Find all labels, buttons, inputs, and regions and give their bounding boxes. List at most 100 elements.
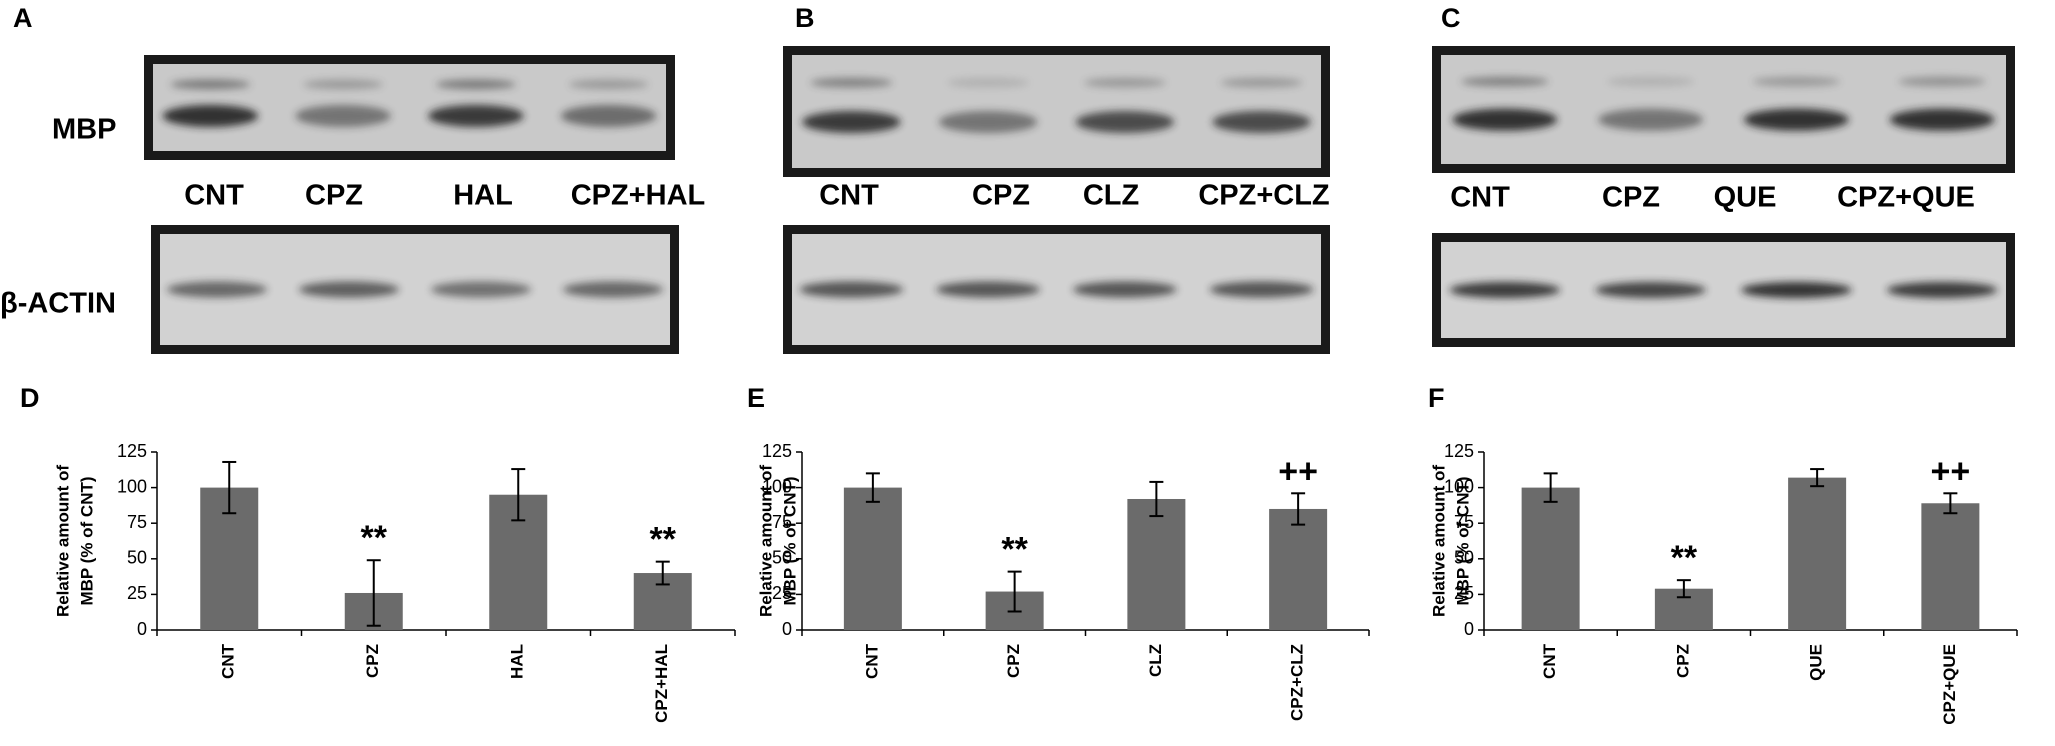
blot-band	[303, 79, 383, 90]
error-bar	[1810, 468, 1825, 488]
error-bar	[1007, 570, 1022, 613]
y-tick-label: 125	[1444, 441, 1474, 461]
blot-band	[1209, 281, 1314, 298]
bar	[1127, 498, 1186, 630]
significance-label: **	[1001, 531, 1028, 569]
y-tick-label: 125	[762, 441, 792, 461]
y-tick-label: 25	[127, 583, 147, 603]
y-axis-label: Relative amount of	[53, 465, 72, 617]
x-tick-label: HAL	[508, 644, 527, 679]
y-tick-label: 50	[772, 548, 792, 568]
row-label: MBP	[52, 114, 116, 146]
error-bar	[1676, 579, 1691, 599]
lane-label: CNT	[819, 180, 879, 212]
blot-band	[1752, 76, 1841, 87]
lane-label: CPZ	[1602, 182, 1660, 214]
blot-band	[1461, 76, 1549, 87]
x-tick-label: CPZ+HAL	[652, 644, 671, 723]
x-tick-label: CPZ	[1004, 644, 1023, 678]
blot-band	[1606, 76, 1695, 87]
blot-band	[568, 79, 649, 90]
blot-band	[560, 104, 657, 127]
x-tick-label: CPZ+CLZ	[1288, 644, 1307, 721]
lane-label: CPZ+HAL	[571, 180, 706, 212]
blot-band	[562, 281, 664, 298]
y-axis-label: MBP (% of CNT)	[77, 476, 96, 605]
y-axis-label: MBP (% of CNT)	[780, 476, 799, 605]
y-tick-label: 0	[1464, 619, 1474, 639]
blot-band	[1075, 110, 1175, 133]
bar	[1521, 487, 1580, 630]
panel-label: B	[795, 3, 815, 33]
y-tick-label: 0	[137, 619, 147, 639]
lane-label: QUE	[1714, 182, 1777, 214]
y-tick-label: 75	[772, 512, 792, 532]
significance-label: **	[361, 519, 388, 557]
y-axis-label: MBP (% of CNT)	[1453, 476, 1472, 605]
blot-band	[1083, 77, 1166, 88]
lane-label: CPZ+QUE	[1837, 182, 1975, 214]
bar	[1269, 508, 1328, 630]
bar	[843, 487, 902, 630]
blot-band	[1598, 108, 1704, 131]
blot-band	[166, 281, 268, 298]
blot-band	[938, 110, 1038, 133]
row-label: β-ACTIN	[0, 288, 116, 320]
y-tick-label: 0	[782, 619, 792, 639]
y-tick-label: 25	[1454, 583, 1474, 603]
lane-label: HAL	[453, 180, 513, 212]
blot-band	[802, 110, 901, 133]
significance-label: ++	[1931, 452, 1971, 490]
significance-label: ++	[1278, 452, 1318, 490]
panel-label: F	[1428, 383, 1445, 413]
x-tick-label: CNT	[1540, 643, 1559, 679]
x-tick-label: CLZ	[1146, 644, 1165, 677]
y-tick-label: 75	[1454, 512, 1474, 532]
error-bar	[366, 559, 381, 627]
lane-label: CPZ	[305, 180, 363, 212]
lane-label: CNT	[184, 180, 244, 212]
blot-band	[1743, 108, 1849, 131]
blot-band	[1898, 76, 1986, 87]
y-tick-label: 100	[1444, 476, 1474, 496]
y-tick-label: 100	[762, 476, 792, 496]
x-tick-label: CNT	[219, 643, 238, 679]
blot-band	[947, 77, 1030, 88]
significance-label: **	[1671, 539, 1698, 577]
panel-label: E	[747, 383, 765, 413]
blot-band	[162, 104, 259, 127]
lane-label: CNT	[1450, 182, 1510, 214]
error-bar	[511, 468, 526, 522]
blot-band	[936, 281, 1041, 298]
blot-band	[1740, 282, 1852, 298]
y-tick-label: 100	[117, 476, 147, 496]
blot-band	[810, 77, 893, 88]
y-tick-label: 75	[127, 512, 147, 532]
x-tick-label: CPZ	[1673, 644, 1692, 678]
significance-label: **	[650, 521, 677, 559]
blot-band	[1072, 281, 1177, 298]
blot-band	[298, 281, 400, 298]
y-tick-label: 50	[127, 548, 147, 568]
error-bar	[1543, 472, 1558, 503]
x-tick-label: CPZ	[363, 644, 382, 678]
error-bar	[222, 460, 237, 515]
error-bar	[1943, 492, 1958, 515]
blot-band	[1889, 108, 1995, 131]
error-bar	[1149, 480, 1164, 518]
y-tick-label: 25	[772, 583, 792, 603]
blot-band	[170, 79, 251, 90]
panel-label: C	[1441, 3, 1461, 33]
blot-membrane	[1441, 55, 2006, 164]
blot-membrane	[792, 55, 1321, 168]
blot-band	[430, 281, 532, 298]
x-tick-label: QUE	[1807, 644, 1826, 681]
y-tick-label: 125	[117, 441, 147, 461]
error-bar	[655, 560, 670, 586]
blot-band	[799, 281, 904, 298]
error-bar	[865, 472, 880, 503]
blot-band	[1886, 282, 1998, 298]
error-bar	[1291, 492, 1306, 526]
y-axis-label: Relative amount of	[1429, 465, 1448, 617]
